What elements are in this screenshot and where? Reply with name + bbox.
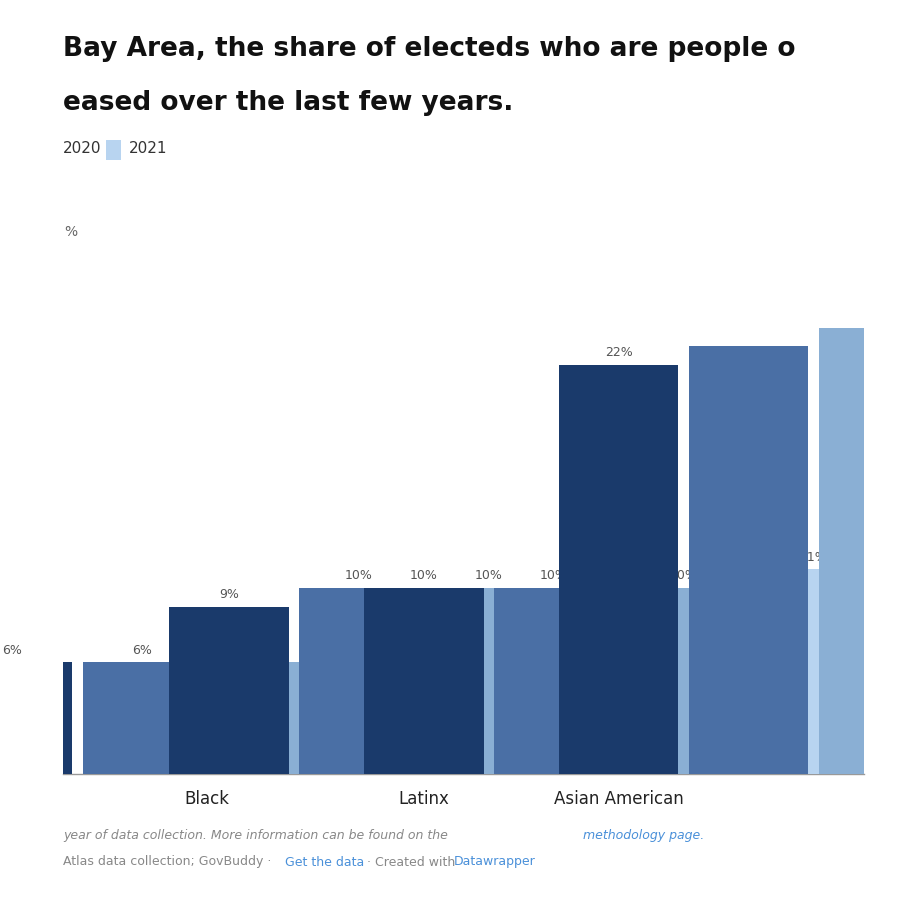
Text: 6%: 6% <box>262 644 283 657</box>
Text: year of data collection. More information can be found on the: year of data collection. More informatio… <box>63 829 452 842</box>
Text: · Created with: · Created with <box>363 856 459 868</box>
Bar <box>688 346 808 774</box>
Text: Atlas data collection; GovBuddy ·: Atlas data collection; GovBuddy · <box>63 856 275 868</box>
Text: 10%: 10% <box>410 570 437 582</box>
Text: 11%: 11% <box>799 551 827 563</box>
Bar <box>83 662 202 774</box>
Text: 10%: 10% <box>540 570 568 582</box>
Text: 8%: 8% <box>392 607 412 619</box>
Bar <box>342 626 462 774</box>
Bar <box>364 588 483 774</box>
Text: 6%: 6% <box>3 644 22 657</box>
Text: 10%: 10% <box>345 570 373 582</box>
Text: 10%: 10% <box>475 570 503 582</box>
Text: 2020: 2020 <box>63 141 102 156</box>
Bar <box>819 328 900 774</box>
Bar <box>559 364 679 774</box>
Bar <box>429 588 548 774</box>
Bar <box>494 588 614 774</box>
Text: %: % <box>64 225 77 239</box>
Text: Datawrapper: Datawrapper <box>454 856 536 868</box>
Text: 22%: 22% <box>605 346 633 359</box>
Text: 6%: 6% <box>132 644 152 657</box>
Bar <box>624 588 743 774</box>
Text: Bay Area, the share of electeds who are people o: Bay Area, the share of electeds who are … <box>63 36 796 62</box>
Bar <box>753 570 873 774</box>
Bar <box>212 662 332 774</box>
Bar <box>299 588 418 774</box>
Text: eased over the last few years.: eased over the last few years. <box>63 90 513 116</box>
Text: 10%: 10% <box>670 570 698 582</box>
Bar <box>0 662 72 774</box>
Bar <box>169 607 289 774</box>
Bar <box>559 532 679 774</box>
Text: methodology page.: methodology page. <box>583 829 705 842</box>
Text: 2021: 2021 <box>129 141 167 156</box>
Text: Get the data: Get the data <box>285 856 364 868</box>
Text: 9%: 9% <box>219 588 238 601</box>
Text: 13%: 13% <box>605 514 633 526</box>
